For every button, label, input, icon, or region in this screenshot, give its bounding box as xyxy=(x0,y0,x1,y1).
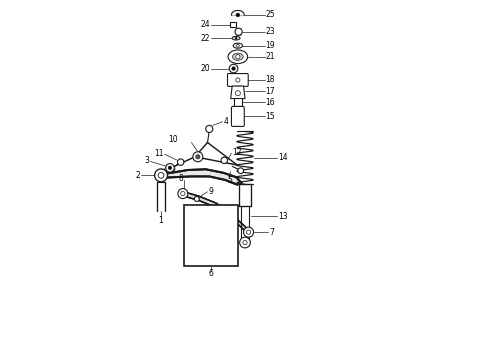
Circle shape xyxy=(168,166,172,170)
Text: 25: 25 xyxy=(266,10,275,19)
Ellipse shape xyxy=(228,50,247,64)
Circle shape xyxy=(181,192,185,196)
Text: 19: 19 xyxy=(266,41,275,50)
Text: 12: 12 xyxy=(232,148,242,157)
Text: 8: 8 xyxy=(179,174,183,183)
Circle shape xyxy=(196,155,200,159)
Text: 18: 18 xyxy=(266,76,275,85)
Text: 10: 10 xyxy=(168,135,178,144)
Circle shape xyxy=(171,167,175,171)
Bar xyxy=(230,22,237,27)
Circle shape xyxy=(243,240,247,245)
Text: 17: 17 xyxy=(266,87,275,96)
FancyBboxPatch shape xyxy=(231,107,245,126)
Text: 23: 23 xyxy=(266,27,275,36)
Bar xyxy=(234,98,242,106)
Polygon shape xyxy=(161,169,242,185)
Text: 9: 9 xyxy=(208,186,213,195)
Text: 16: 16 xyxy=(266,98,275,107)
Text: 20: 20 xyxy=(201,64,210,73)
Circle shape xyxy=(238,168,244,174)
Text: 3: 3 xyxy=(145,156,149,165)
Circle shape xyxy=(158,172,164,178)
Circle shape xyxy=(229,64,238,73)
Text: 21: 21 xyxy=(266,52,275,61)
Text: 15: 15 xyxy=(266,112,275,121)
Polygon shape xyxy=(231,86,245,99)
Text: 5: 5 xyxy=(227,176,232,185)
Text: 6: 6 xyxy=(209,269,214,278)
Circle shape xyxy=(235,28,242,35)
Circle shape xyxy=(166,163,174,172)
Circle shape xyxy=(236,78,240,82)
Circle shape xyxy=(235,91,241,96)
FancyBboxPatch shape xyxy=(227,73,248,86)
Polygon shape xyxy=(182,192,248,234)
Text: 4: 4 xyxy=(223,117,228,126)
Circle shape xyxy=(235,37,237,39)
Circle shape xyxy=(221,157,227,163)
Circle shape xyxy=(155,169,168,182)
Circle shape xyxy=(194,197,199,202)
Circle shape xyxy=(178,189,188,199)
Text: 13: 13 xyxy=(278,212,288,221)
Circle shape xyxy=(244,227,253,237)
Ellipse shape xyxy=(232,53,243,60)
Circle shape xyxy=(193,152,203,162)
Circle shape xyxy=(157,170,163,175)
Circle shape xyxy=(206,125,213,132)
Polygon shape xyxy=(231,10,245,15)
Text: 2: 2 xyxy=(136,171,141,180)
Text: 24: 24 xyxy=(201,21,210,30)
Circle shape xyxy=(236,55,240,59)
Text: 7: 7 xyxy=(269,228,274,237)
Circle shape xyxy=(237,44,239,47)
Circle shape xyxy=(236,13,240,17)
Circle shape xyxy=(177,159,184,165)
Ellipse shape xyxy=(232,36,240,40)
Bar xyxy=(184,205,238,266)
Circle shape xyxy=(232,67,235,70)
Text: 1: 1 xyxy=(159,216,164,225)
Text: 11: 11 xyxy=(154,149,164,158)
Text: 22: 22 xyxy=(201,34,210,43)
Circle shape xyxy=(240,237,250,248)
Text: 14: 14 xyxy=(278,153,288,162)
Circle shape xyxy=(246,230,251,234)
Ellipse shape xyxy=(233,43,243,48)
